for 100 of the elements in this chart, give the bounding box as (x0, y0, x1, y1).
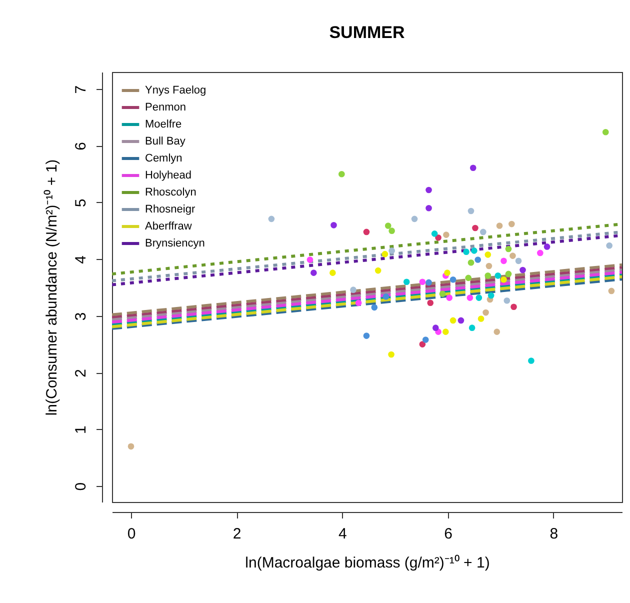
point (528, 358, 534, 364)
point (382, 250, 388, 258)
point (505, 270, 512, 278)
point (388, 228, 395, 234)
point (350, 286, 356, 293)
x-tick-label: 2 (232, 526, 242, 542)
point (355, 300, 362, 306)
point (520, 266, 526, 274)
point (515, 258, 522, 264)
point (363, 228, 370, 236)
point (371, 304, 378, 311)
point (465, 274, 472, 282)
point (419, 278, 426, 286)
point (476, 294, 482, 301)
y-tick-label: 5 (72, 198, 90, 208)
point (446, 294, 453, 301)
x-tick-label: 8 (550, 526, 558, 542)
point (486, 262, 492, 270)
chart-title: SUMMER (329, 23, 405, 42)
point (471, 248, 478, 254)
point (488, 292, 494, 299)
point (468, 208, 474, 214)
point (474, 256, 482, 263)
legend-label: Aberffraw (145, 220, 192, 232)
point (432, 324, 439, 331)
point (310, 270, 317, 276)
point (466, 294, 474, 301)
point (484, 272, 492, 279)
point (268, 216, 275, 222)
point (435, 234, 442, 241)
point (468, 324, 476, 331)
x-tick-label: 6 (444, 526, 452, 542)
point (505, 246, 512, 252)
point (330, 222, 337, 228)
point (602, 128, 609, 136)
point (128, 443, 134, 450)
point (426, 186, 432, 194)
point (439, 290, 446, 297)
y-tick-label: 6 (72, 142, 90, 150)
y-tick-label: 4 (72, 256, 90, 264)
point (374, 267, 382, 274)
y-tick-label: 0 (72, 482, 90, 491)
point (442, 328, 449, 335)
point (500, 276, 507, 283)
x-tick-label: 4 (338, 526, 347, 542)
point (463, 248, 470, 255)
point (382, 293, 390, 300)
legend-label: Cemlyn (145, 152, 182, 164)
point (403, 278, 410, 286)
legend-label: Ynys Faelog (145, 84, 206, 96)
point (510, 252, 516, 259)
point (450, 276, 456, 283)
y-tick-label: 2 (72, 368, 90, 378)
point (458, 317, 464, 324)
point (494, 272, 502, 279)
point (384, 222, 392, 229)
legend-label: Rhosneigr (145, 204, 196, 216)
point (330, 270, 336, 276)
legend-label: Penmon (145, 102, 186, 114)
point (443, 232, 450, 238)
point (508, 220, 515, 228)
point (468, 259, 474, 266)
point (472, 224, 478, 232)
y-axis-title: ln(Consumer abundance (N/m²)⁻¹⁰ + 1) (44, 159, 60, 416)
legend-label: Brynsiencyn (145, 238, 205, 250)
point (426, 204, 432, 212)
point (500, 258, 507, 264)
legend-label: Holyhead (145, 170, 192, 182)
point (470, 164, 476, 172)
point (504, 297, 510, 304)
point (426, 279, 432, 286)
point (338, 170, 345, 178)
point (480, 228, 486, 236)
point (510, 304, 517, 310)
legend-label: Moelfre (145, 118, 182, 130)
point (427, 300, 434, 306)
legend-label: Bull Bay (145, 136, 186, 148)
legend-label: Rhoscolyn (145, 186, 196, 198)
point (478, 316, 484, 322)
point (306, 256, 314, 263)
point (496, 222, 503, 229)
point (363, 332, 370, 339)
point (431, 230, 438, 237)
y-tick-label: 3 (72, 312, 90, 321)
x-tick-label: 0 (127, 526, 136, 542)
y-tick-label: 1 (72, 426, 90, 434)
point (411, 216, 418, 222)
point (450, 317, 456, 324)
x-axis-title: ln(Macroalgae biomass (g/m²)⁻¹⁰ + 1) (245, 554, 490, 572)
point (388, 351, 394, 358)
point (422, 336, 429, 343)
point (608, 288, 615, 294)
point (544, 244, 550, 250)
point (494, 328, 500, 335)
point (482, 309, 489, 316)
point (419, 341, 426, 348)
point (484, 252, 492, 258)
point (388, 248, 395, 254)
point (537, 250, 544, 256)
point (606, 242, 612, 249)
